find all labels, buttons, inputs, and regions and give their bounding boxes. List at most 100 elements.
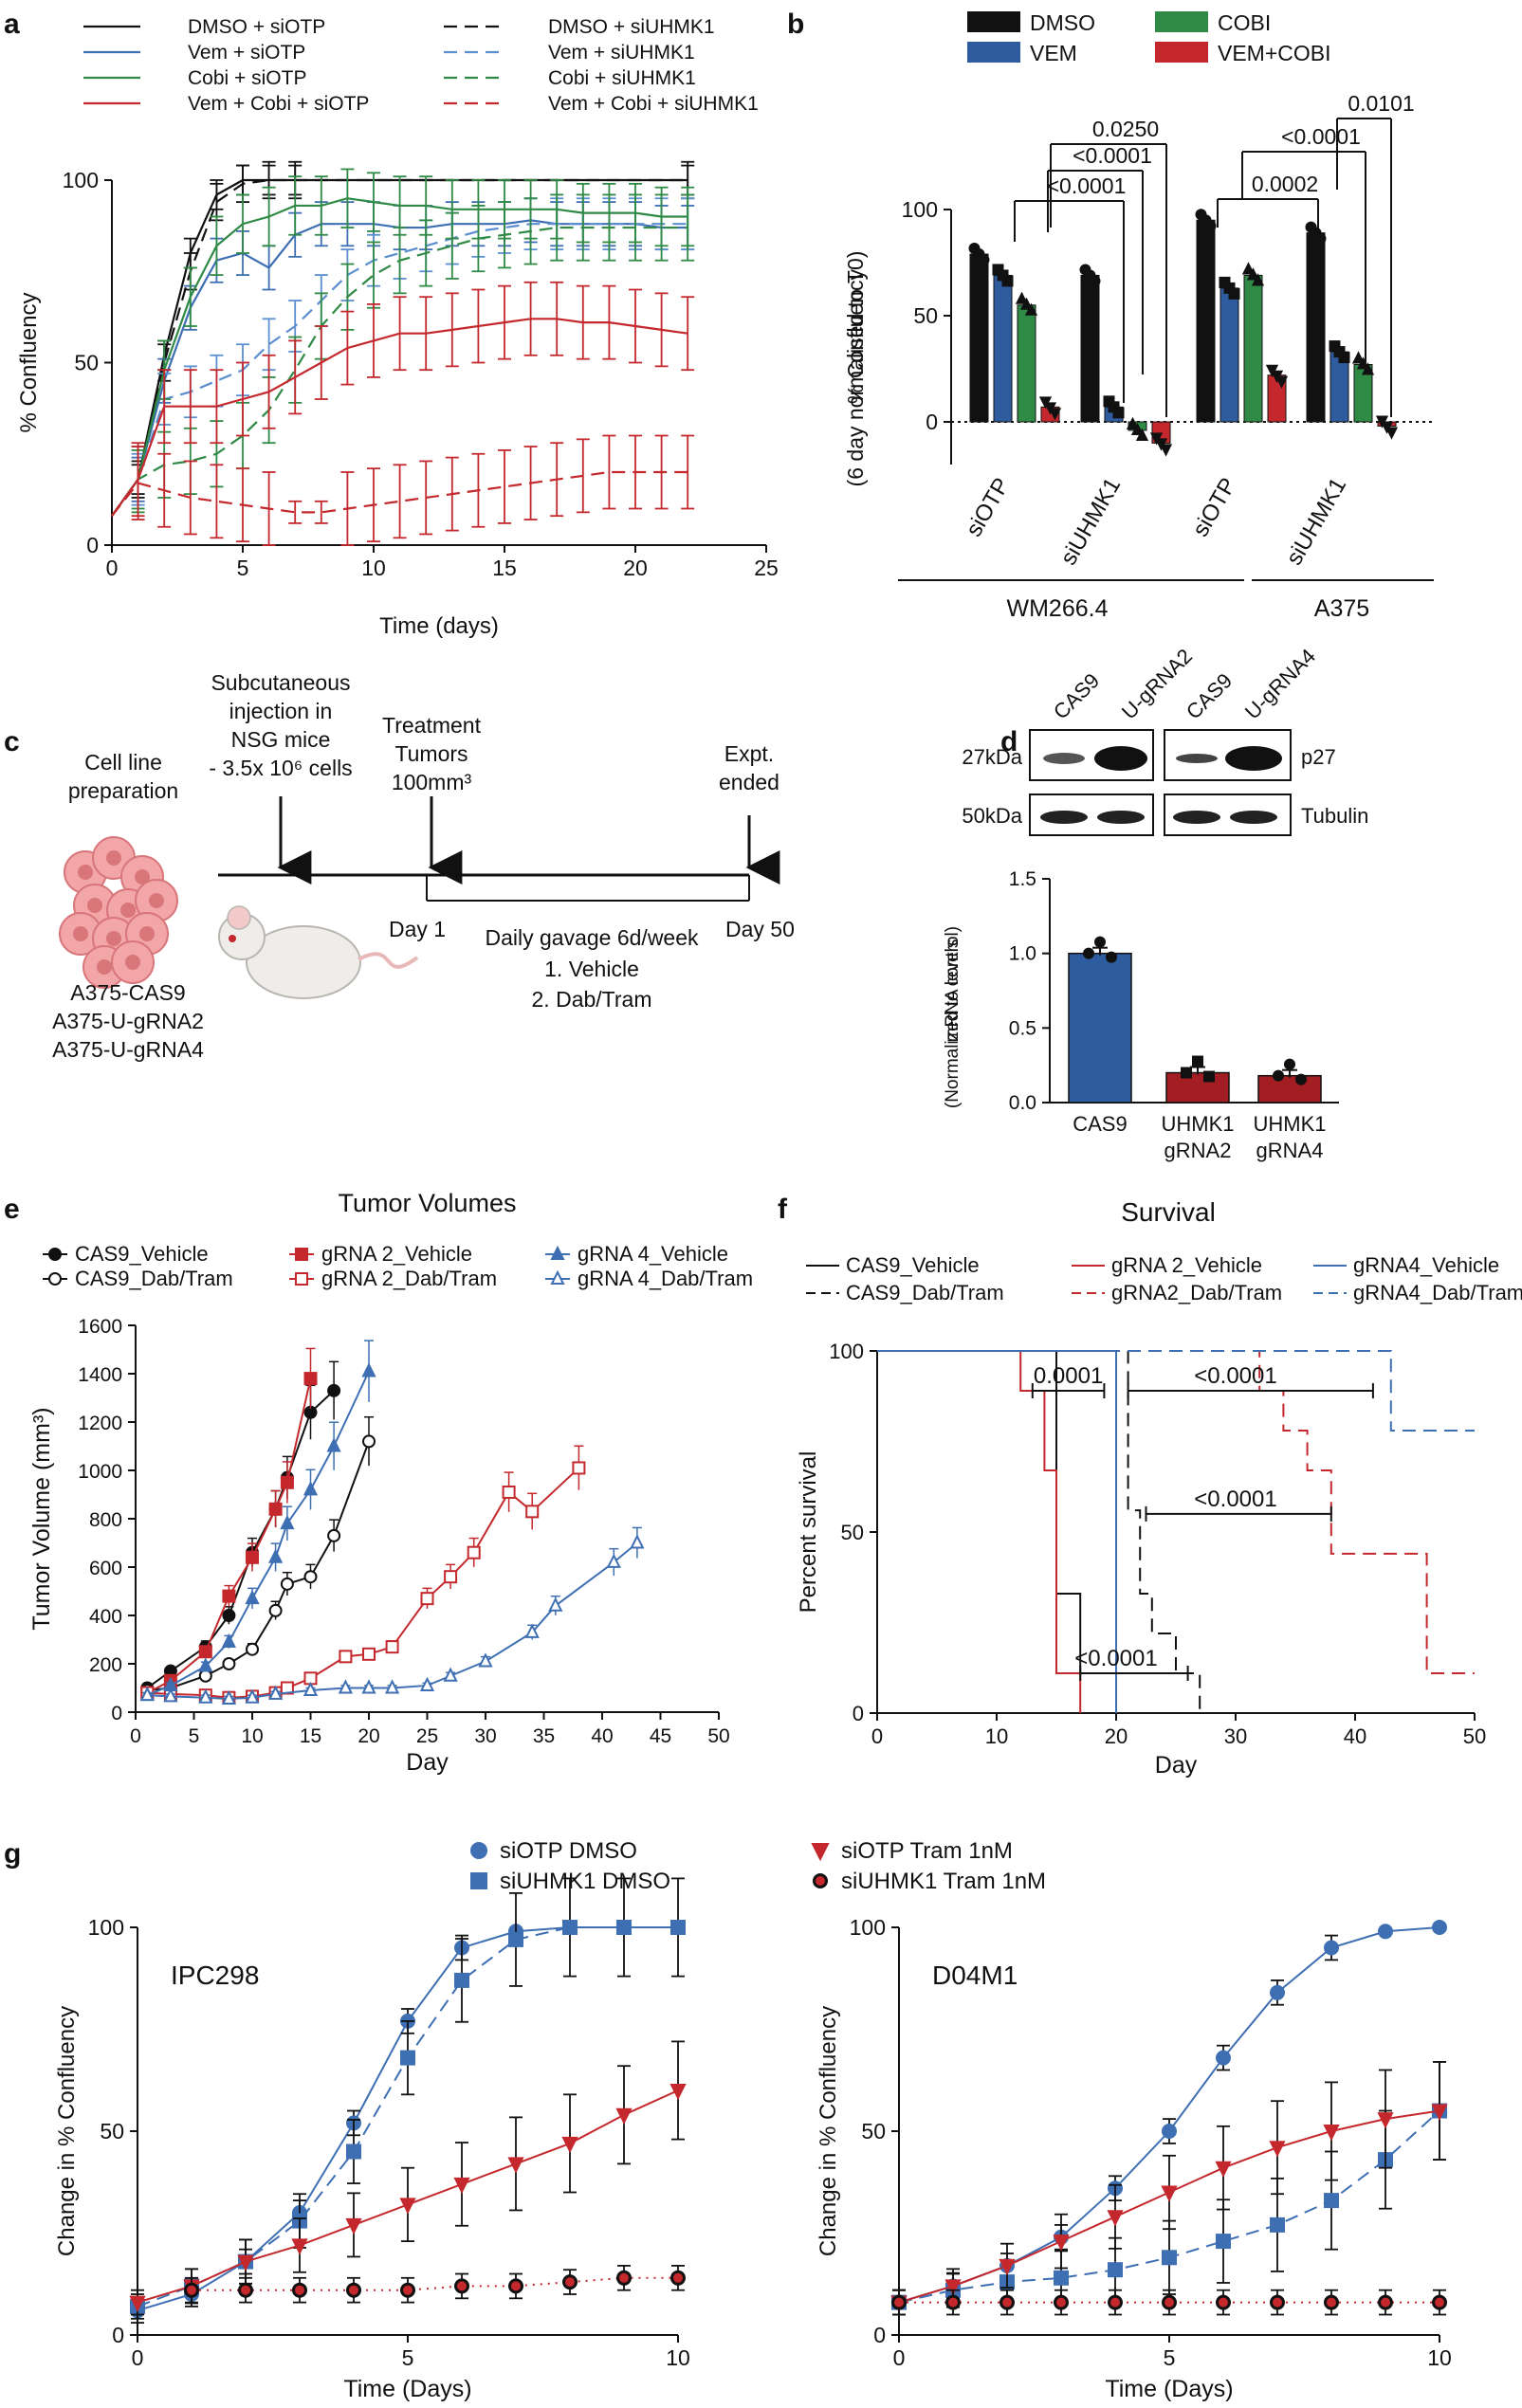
legend-label: CAS9_Vehicle	[75, 1242, 209, 1266]
data-point	[1241, 262, 1256, 275]
data-point	[1273, 1069, 1284, 1082]
data-point	[198, 1645, 212, 1659]
panel-label-d: d	[1000, 726, 1018, 757]
data-point	[1161, 2185, 1178, 2202]
p-value: <0.0001	[1073, 143, 1152, 168]
cell-nucleus	[97, 959, 112, 975]
data-point	[615, 2107, 633, 2125]
data-point-inner	[403, 2285, 413, 2295]
data-point-inner	[1002, 2297, 1012, 2308]
data-point-inner	[349, 2285, 358, 2295]
bar-siUHMK1-DMSO	[1306, 232, 1326, 423]
injection-label: NSG mice	[231, 727, 331, 752]
p-value: 0.0250	[1092, 117, 1159, 141]
legend-label: VEM+COBI	[1218, 41, 1331, 65]
data-point	[129, 2295, 146, 2312]
data-point	[478, 1652, 493, 1668]
legend-marker	[550, 1269, 565, 1285]
y-tick-label: 600	[89, 1558, 122, 1579]
data-point-inner	[457, 2281, 467, 2291]
data-point-inner	[565, 2277, 575, 2288]
cell-nucleus	[135, 869, 150, 885]
y-tick-label: 0	[111, 1703, 122, 1724]
y-tick-label: 0.0	[1009, 1092, 1036, 1114]
x-tick-label: 15	[492, 556, 517, 580]
legend-label: gRNA4_Dab/Tram	[1353, 1281, 1522, 1304]
band	[1040, 811, 1088, 824]
series-line-5	[877, 1350, 1475, 1432]
data-point	[327, 1528, 341, 1542]
data-point	[1024, 302, 1038, 316]
x-tick-label: 20	[358, 1725, 379, 1747]
legend-label: COBI	[1218, 10, 1271, 35]
data-point	[616, 1920, 632, 1935]
panel-a-legend: DMSO + siOTP DMSO + siUHMK1 Vem + siOTP Vem…	[83, 16, 759, 115]
x-tick-label: 10	[241, 1725, 263, 1747]
y-tick-label: 100	[829, 1340, 864, 1363]
data-point	[326, 1437, 341, 1452]
data-point	[198, 1688, 213, 1704]
data-point	[1054, 2270, 1069, 2286]
band	[1094, 746, 1147, 771]
data-point	[1089, 275, 1101, 287]
x-tick-label: 10	[1427, 2345, 1452, 2370]
band	[1176, 754, 1218, 763]
x-tick-label: 25	[754, 556, 779, 580]
y-tick-label: 100	[63, 168, 99, 192]
data-point	[237, 2254, 254, 2271]
legend-swatch	[1155, 11, 1208, 32]
x-tick-label: 0	[893, 2345, 906, 2370]
data-point	[1106, 951, 1117, 963]
group-label: siUHMK1	[1055, 474, 1126, 570]
data-point-inner	[948, 2297, 958, 2308]
category-label: UHMK1	[1253, 1112, 1326, 1136]
dabtram-label: 2. Dab/Tram	[532, 987, 652, 1012]
data-point-inner	[673, 2272, 683, 2283]
legend-swatch	[1155, 42, 1208, 63]
p-value: <0.0001	[1074, 1646, 1157, 1671]
panel-f-chart: 0 10 20 30 40 50 0 50 100 Survival Day Percent surv…	[796, 1197, 1522, 1779]
data-point	[443, 1667, 458, 1682]
x-axis-label: Day	[1155, 1752, 1198, 1779]
data-point	[419, 1676, 435, 1691]
cell-line-name: A375-CAS9	[70, 980, 185, 1005]
legend-label: siOTP DMSO	[500, 1838, 637, 1864]
injection-label: - 3.5x 10⁶ cells	[209, 756, 352, 780]
y-tick-label: 800	[89, 1509, 122, 1531]
data-point-inner	[295, 2285, 304, 2295]
legend-label: DMSO + siOTP	[188, 16, 325, 38]
panel-e-chart: 0 5 10 15 20 25 30 35 40 45 50 0 200 400 600 800 1000 120…	[28, 1189, 753, 1776]
data-point	[1048, 408, 1062, 421]
bar-2	[1257, 1074, 1322, 1104]
data-point	[1323, 2125, 1340, 2142]
x-tick-label: 20	[1105, 1724, 1128, 1748]
data-point	[1295, 1073, 1307, 1085]
legend-label: gRNA2_Dab/Tram	[1111, 1281, 1282, 1304]
data-point-inner	[511, 2281, 521, 2291]
band	[1173, 811, 1220, 824]
x-axis-label: Day	[406, 1749, 449, 1776]
data-point	[1216, 2234, 1231, 2250]
data-point	[1019, 297, 1034, 310]
data-point	[245, 1589, 260, 1605]
x-tick-label: 40	[591, 1725, 613, 1747]
bar-siUHMK1-DMSO	[1080, 274, 1100, 423]
legend-label: CAS9_Vehicle	[846, 1253, 980, 1277]
p-value: 0.0001	[1034, 1363, 1103, 1389]
subplot-title: IPC298	[171, 1961, 259, 1990]
group-label: siUHMK1	[1281, 474, 1351, 570]
legend-marker	[48, 1248, 62, 1261]
data-point	[1162, 2250, 1177, 2266]
x-tick-label: 15	[300, 1725, 321, 1747]
data-point	[222, 1609, 236, 1622]
data-point	[630, 1534, 645, 1549]
bar-siOTP-VEM	[1219, 287, 1239, 423]
series-line-3	[192, 2276, 678, 2291]
legend-label: gRNA 2_Dab/Tram	[321, 1267, 497, 1290]
prep-label: Cell line	[84, 750, 162, 775]
data-point	[524, 1623, 540, 1638]
panel-b-legend: DMSO VEM COBI VEM+COBI	[967, 10, 1331, 65]
